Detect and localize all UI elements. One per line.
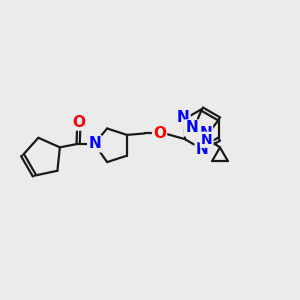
Text: N: N (199, 126, 212, 141)
Text: N: N (88, 136, 101, 151)
Text: O: O (153, 126, 166, 141)
Text: N: N (201, 133, 212, 147)
Text: N: N (196, 142, 208, 157)
Text: N: N (177, 110, 190, 125)
Text: N: N (185, 121, 198, 136)
Text: O: O (72, 115, 85, 130)
